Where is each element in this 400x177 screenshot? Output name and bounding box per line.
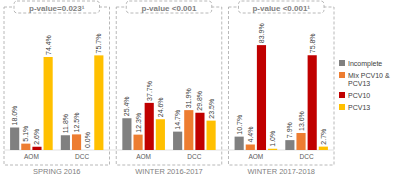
data-label: 0.0%	[84, 132, 91, 148]
data-label: 2.7%	[320, 129, 327, 145]
legend-label: PCV13	[348, 104, 370, 111]
data-label: 24.6%	[157, 97, 164, 117]
panel-frame	[228, 7, 334, 165]
pvalue-box	[14, 1, 100, 13]
bar	[72, 134, 81, 150]
data-label: 23.5%	[208, 99, 215, 119]
tick-label: DCC	[187, 153, 201, 160]
bar	[32, 147, 41, 150]
bar	[285, 140, 294, 150]
bar	[246, 145, 255, 151]
tick-label: AOM	[24, 153, 39, 160]
pvalue-label: p-value=0.023¹	[29, 4, 85, 13]
bar	[156, 119, 165, 150]
pvalue-label: p-value <0.001¹	[252, 4, 310, 13]
chart-container: p-value=0.023¹ SPRING 2016 p-value <0.001 W…	[0, 0, 400, 177]
panel-frame	[4, 7, 110, 165]
data-label: 14.7%	[174, 110, 181, 130]
data-label: 75.8%	[309, 33, 316, 53]
bar	[235, 137, 244, 150]
bar	[268, 149, 277, 150]
panel-frame	[116, 7, 222, 165]
data-label: 1.0%	[269, 131, 276, 147]
bar	[21, 144, 30, 150]
data-label: 5.1%	[22, 126, 29, 142]
legend-swatch	[339, 60, 345, 66]
bars	[10, 45, 328, 150]
bar	[10, 128, 19, 151]
bar	[94, 55, 103, 150]
data-label: 74.4%	[45, 35, 52, 55]
legend-swatch	[339, 104, 345, 110]
bar	[83, 150, 92, 151]
tick-label: AOM	[136, 153, 151, 160]
legend-label: Mix PCV10 &PCV13	[348, 72, 390, 87]
tick-label: DCC	[300, 153, 314, 160]
data-label: 29.8%	[196, 91, 203, 111]
bar	[319, 147, 328, 150]
bar	[296, 133, 305, 150]
tick-label: DCC	[75, 153, 89, 160]
group-label: WINTER 2016-2017	[135, 167, 203, 176]
bar	[195, 113, 204, 150]
data-label: 25.4%	[123, 96, 130, 116]
bar	[207, 121, 216, 150]
pvalue-box	[126, 1, 212, 13]
data-labels: 18.0% 11.8% 25.4% 14.7% 10.7% 7.9% 5.1% 12.5% 12…	[11, 23, 327, 148]
x-axis: AOM DCC AOM DCC AOM DCC	[24, 153, 314, 160]
legend: Incomplete Mix PCV10 &PCV13 PCV10 PCV13	[339, 60, 390, 111]
chart-svg: p-value=0.023¹ SPRING 2016 p-value <0.001 W…	[0, 0, 400, 177]
data-label: 2.6%	[33, 129, 40, 145]
bar	[308, 55, 317, 150]
bar	[173, 132, 182, 150]
data-label: 11.8%	[62, 114, 69, 133]
pvalue-label: p-value <0.001	[142, 4, 197, 13]
data-label: 12.5%	[73, 113, 80, 133]
group-label: SPRING 2016	[33, 167, 81, 176]
data-label: 12.3%	[135, 113, 142, 133]
data-label: 18.0%	[11, 106, 18, 126]
baseline	[4, 150, 334, 151]
bar	[145, 103, 154, 150]
data-label: 31.9%	[185, 88, 192, 108]
data-label: 83.9%	[258, 23, 265, 43]
data-label: 4.4%	[247, 127, 254, 143]
bar	[257, 45, 266, 150]
legend-label: Incomplete	[348, 60, 382, 68]
group-label: WINTER 2017-2018	[247, 167, 315, 176]
bar	[133, 135, 142, 150]
legend-swatch	[339, 92, 345, 98]
data-label: 7.9%	[286, 122, 293, 138]
tick-label: AOM	[248, 153, 263, 160]
panels: p-value=0.023¹ SPRING 2016 p-value <0.001 W…	[4, 1, 334, 176]
bar	[184, 110, 193, 150]
legend-swatch	[339, 72, 345, 78]
bar	[61, 135, 70, 150]
bar	[44, 57, 53, 150]
data-label: 13.6%	[298, 111, 305, 131]
bar	[122, 118, 131, 150]
data-label: 75.7%	[95, 34, 102, 54]
pvalue-box	[238, 1, 324, 13]
legend-label: PCV10	[348, 92, 370, 99]
data-label: 37.7%	[146, 81, 153, 101]
data-label: 10.7%	[236, 115, 243, 135]
